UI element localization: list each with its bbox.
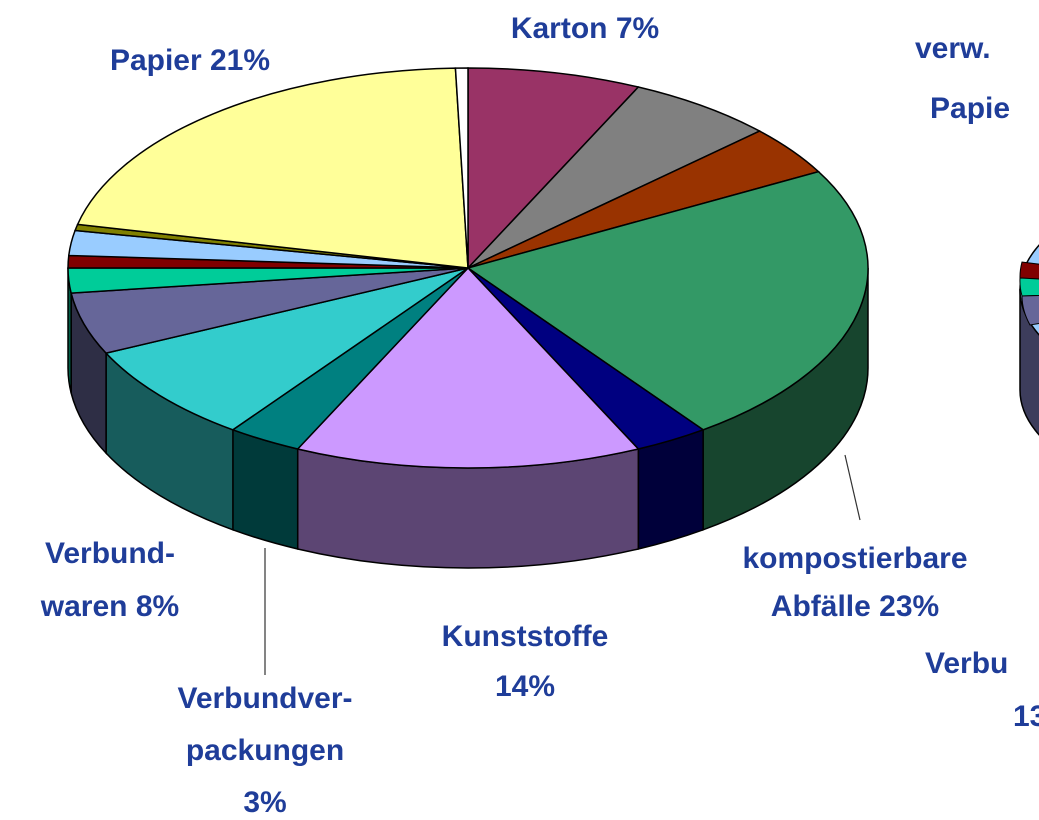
category-label: Verbundver-: [177, 682, 352, 715]
slice-side: [637, 428, 704, 550]
slice-label: Verbund-: [45, 537, 175, 570]
value-label: 14%: [495, 670, 555, 703]
value-label: 3%: [243, 786, 286, 819]
slice-label: Abfälle 23%: [771, 590, 939, 623]
slice-label: kompostierbare: [742, 542, 967, 575]
second-pie-slice: [1019, 277, 1039, 297]
slice: [466, 170, 869, 431]
slice-label: Papier 21%: [110, 44, 270, 77]
slice: [104, 267, 469, 431]
slice: [76, 67, 469, 269]
slice: [467, 67, 640, 270]
slice-label: Kunststoffe: [442, 620, 609, 653]
slice-side: [232, 428, 299, 550]
category-label: Karton: [511, 12, 608, 45]
leader-line: [844, 454, 861, 521]
slice: [454, 67, 469, 269]
category-label: Verbund-: [45, 537, 175, 570]
category-label: waren: [40, 590, 128, 623]
slice: [467, 86, 762, 269]
value-label: 21%: [210, 44, 270, 77]
slice-label: waren 8%: [40, 590, 179, 623]
slice-label: Karton 7%: [511, 12, 659, 45]
category-label: packungen: [186, 734, 344, 767]
slice-label: Verbundver-: [177, 682, 352, 715]
annotation: verw.: [915, 32, 991, 65]
category-label: kompostierbare: [742, 542, 967, 575]
category-label: Abfälle: [771, 590, 871, 623]
value-label: 23%: [879, 590, 939, 623]
value-label: 8%: [136, 590, 179, 623]
slice-label: packungen: [186, 734, 344, 767]
second-pie: [1019, 244, 1039, 436]
value-label: 7%: [616, 12, 659, 45]
annotation: 13: [1013, 700, 1039, 733]
annotation: Papie: [930, 92, 1010, 125]
slice: [296, 266, 640, 469]
annotation: Verbu: [925, 647, 1008, 680]
second-pie-slice: [1021, 295, 1039, 326]
category-label: Papier: [110, 44, 202, 77]
category-label: Kunststoffe: [442, 620, 609, 653]
pie: [67, 67, 869, 569]
